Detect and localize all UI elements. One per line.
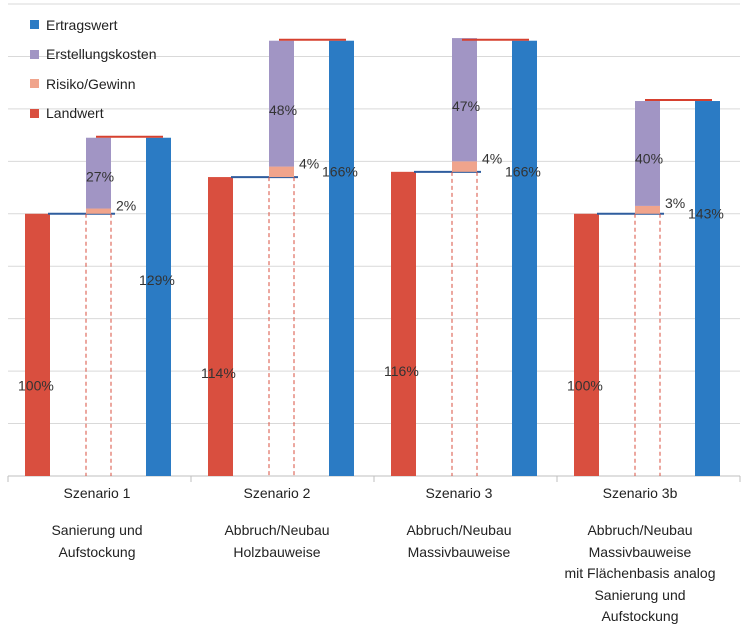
risiko-gewinn-segment [452, 161, 477, 172]
description-line: Sanierung und [594, 586, 686, 603]
description-line: Aufstockung [601, 608, 679, 624]
description-line: Sanierung und [51, 522, 143, 538]
landwert-bar [25, 213, 50, 476]
ertragswert-data-label: 166% [322, 163, 358, 179]
ertragswert-bar [695, 101, 720, 477]
description-line: Massivbauweise [588, 543, 692, 560]
ertragswert-data-label: 143% [688, 206, 724, 222]
category-label-szenario-2: Szenario 2 [243, 485, 311, 501]
landwert-bar [391, 171, 416, 477]
risiko-gewinn-data-label: 3% [665, 195, 685, 211]
legend-item-erstellungskosten: Erstellungskosten [30, 40, 157, 70]
description-line: mit Flächenbasis analog [564, 565, 716, 581]
category-label-szenario-3: Szenario 3 [425, 485, 493, 501]
legend-swatch [30, 49, 39, 59]
risiko-gewinn-segment [635, 205, 660, 214]
ertragswert-bar [146, 137, 171, 476]
legend-label: Ertragswert [46, 16, 118, 33]
legend-label: Landwert [46, 105, 104, 122]
category-description-1: Sanierung und Aufstockung [51, 520, 142, 563]
description-line: Holzbauweise [233, 543, 321, 560]
risiko-gewinn-data-label: 4% [299, 156, 319, 172]
ertragswert-data-label: 166% [505, 163, 541, 179]
risiko-gewinn-data-label: 4% [482, 150, 502, 166]
erstellungskosten-segment [452, 38, 477, 162]
category-label-szenario-3b: Szenario 3b [602, 485, 678, 501]
category-description-3b: Abbruch/Neubau Massivbauweise mit Fläche… [565, 520, 716, 628]
landwert-data-label: 114% [201, 365, 236, 381]
erstellungskosten-segment [635, 101, 660, 206]
description-line: Abbruch/Neubau [406, 522, 512, 538]
legend-swatch [30, 79, 39, 89]
risiko-gewinn-data-label: 2% [116, 198, 136, 214]
erstellungskosten-data-label: 40% [635, 151, 663, 167]
legend-label: Erstellungskosten [46, 46, 157, 63]
description-line: Abbruch/Neubau [224, 522, 330, 538]
legend-item-risiko-gewinn: Risiko/Gewinn [30, 69, 157, 99]
legend-label: Risiko/Gewinn [46, 75, 136, 92]
erstellungskosten-segment [269, 40, 294, 167]
landwert-data-label: 100% [18, 378, 54, 394]
category-label-szenario-1: Szenario 1 [63, 485, 131, 501]
description-line: Abbruch/Neubau [587, 522, 693, 538]
legend-item-landwert: Landwert [30, 99, 157, 129]
erstellungskosten-data-label: 27% [86, 169, 114, 185]
erstellungskosten-segment [86, 137, 111, 209]
description-line: Aufstockung [58, 543, 136, 560]
ertragswert-bar [329, 40, 354, 476]
erstellungskosten-data-label: 48% [269, 102, 297, 118]
description-line: Massivbauweise [407, 543, 511, 560]
category-description-2: Abbruch/Neubau Holzbauweise [224, 520, 329, 563]
landwert-bar [208, 177, 233, 477]
category-description-3: Abbruch/Neubau Massivbauweise [406, 520, 511, 563]
landwert-bar [574, 213, 599, 476]
landwert-data-label: 100% [567, 378, 603, 394]
landwert-data-label: 116% [384, 363, 419, 379]
risiko-gewinn-segment [86, 208, 111, 214]
legend: Ertragswert Erstellungskosten Risiko/Gew… [30, 10, 157, 128]
legend-swatch [30, 108, 39, 118]
erstellungskosten-data-label: 47% [452, 98, 480, 114]
ertragswert-bar [512, 40, 537, 476]
legend-item-ertragswert: Ertragswert [30, 10, 157, 40]
risiko-gewinn-segment [269, 166, 294, 178]
legend-swatch [30, 20, 39, 30]
ertragswert-data-label: 129% [139, 272, 175, 288]
